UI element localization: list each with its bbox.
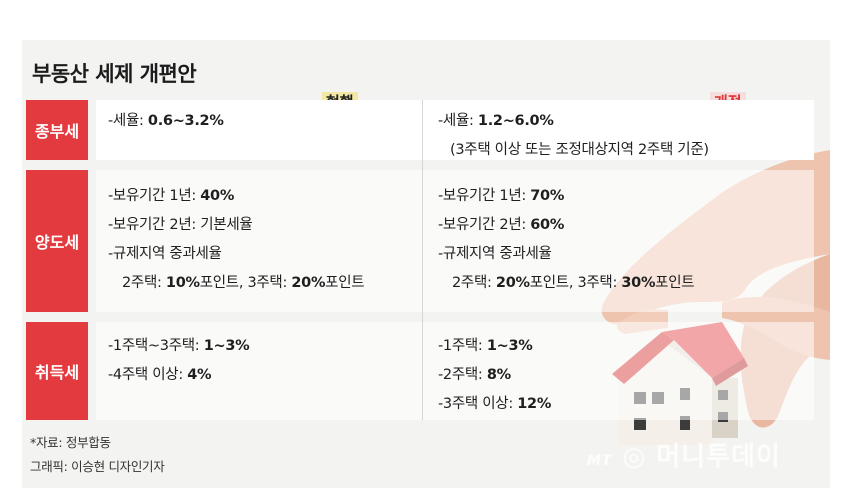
line: (3주택 이상 또는 조정대상지역 2주택 기준) [438,136,709,165]
line-text: -규제지역 중과세율 [438,246,552,262]
row-background [96,322,814,420]
line: 2주택: 20%포인트, 3주택: 30%포인트 [438,269,695,298]
line-value: 1.2~6.0% [477,113,554,129]
line-text: -보유기간 1년: [108,188,201,204]
line: -4주택 이상: 4% [108,361,249,390]
line-value: 12% [517,396,552,412]
line-text: -보유기간 2년: 기본세율 [108,217,253,233]
line-text: -1주택: [438,338,487,354]
line-text: -세율: [108,113,148,129]
line-value: 30% [621,275,656,291]
revised-cell: -1주택: 1~3% -2주택: 8% -3주택 이상: 12% [438,332,551,419]
line: -보유기간 1년: 70% [438,182,694,211]
line-value: 40% [200,188,235,204]
watermark-logo-icon: ◎ [622,442,647,472]
graphic-credit: 그래픽: 이승현 디자인기자 [30,459,165,474]
line-text: -4주택 이상: [108,367,188,383]
line-text: 포인트, 3주택: [199,275,292,291]
line-value: 1~3% [486,338,533,354]
line: -1주택~3주택: 1~3% [108,332,250,361]
current-cell: -보유기간 1년: 40% -보유기간 2년: 기본세율 -규제지역 중과세율 … [108,182,365,298]
current-cell: -세율: 0.6~3.2% [108,107,224,136]
line-value: 8% [486,367,511,383]
line-text: -보유기간 2년: [438,217,531,233]
line-value: 4% [187,367,212,383]
line: -보유기간 1년: 40% [108,182,364,211]
row-background [96,170,814,312]
line-text: -보유기간 1년: [438,188,531,204]
line-text: 2주택: [122,275,166,291]
line-text: 포인트, 3주택: [529,275,622,291]
line: -규제지역 중과세율 [108,240,364,269]
row-label-transfer-tax: 양도세 [26,170,88,312]
infographic-card: 부동산 세제 개편안 현행 개정 종부세 양도세 취득세 -세율: 0.6~ [22,40,830,488]
line-text: -2주택: [438,367,487,383]
infographic-title: 부동산 세제 개편안 [32,62,197,86]
current-cell: -1주택~3주택: 1~3% -4주택 이상: 4% [108,332,250,390]
line: -보유기간 2년: 기본세율 [108,211,364,240]
row-background [96,100,814,160]
line-value: 0.6~3.2% [147,113,224,129]
line-value: 10% [165,275,200,291]
line: 2주택: 10%포인트, 3주택: 20%포인트 [108,269,365,298]
line-text: -3주택 이상: [438,396,518,412]
line-text: -세율: [438,113,478,129]
line: -세율: 1.2~6.0% [438,107,709,136]
revised-cell: -보유기간 1년: 70% -보유기간 2년: 60% -규제지역 중과세율 2… [438,182,695,298]
row-label-acquisition-tax: 취득세 [26,322,88,420]
watermark-mt: MT [587,453,613,469]
line: -규제지역 중과세율 [438,240,694,269]
line-text: 2주택: [452,275,496,291]
line: -보유기간 2년: 60% [438,211,694,240]
publisher-watermark: MT ◎ 머니투데이 [587,436,781,473]
column-divider [422,100,423,420]
line-value: 20% [495,275,530,291]
line-value: 1~3% [203,338,250,354]
line: -세율: 0.6~3.2% [108,107,224,136]
line: -2주택: 8% [438,361,551,390]
line: -3주택 이상: 12% [438,390,551,419]
line-text: 포인트 [325,275,365,291]
line-value: 20% [291,275,326,291]
row-label-comprehensive-tax: 종부세 [26,100,88,160]
line-value: 60% [530,217,565,233]
line-text: -1주택~3주택: [108,338,204,354]
source-note: *자료: 정부합동 [30,435,111,450]
line: -1주택: 1~3% [438,332,551,361]
revised-cell: -세율: 1.2~6.0% (3주택 이상 또는 조정대상지역 2주택 기준) [438,107,709,165]
line-text: -규제지역 중과세율 [108,246,222,262]
line-value: 70% [530,188,565,204]
line-text: 포인트 [655,275,695,291]
line-text: (3주택 이상 또는 조정대상지역 2주택 기준) [450,142,709,158]
watermark-brand: 머니투데이 [656,442,781,472]
